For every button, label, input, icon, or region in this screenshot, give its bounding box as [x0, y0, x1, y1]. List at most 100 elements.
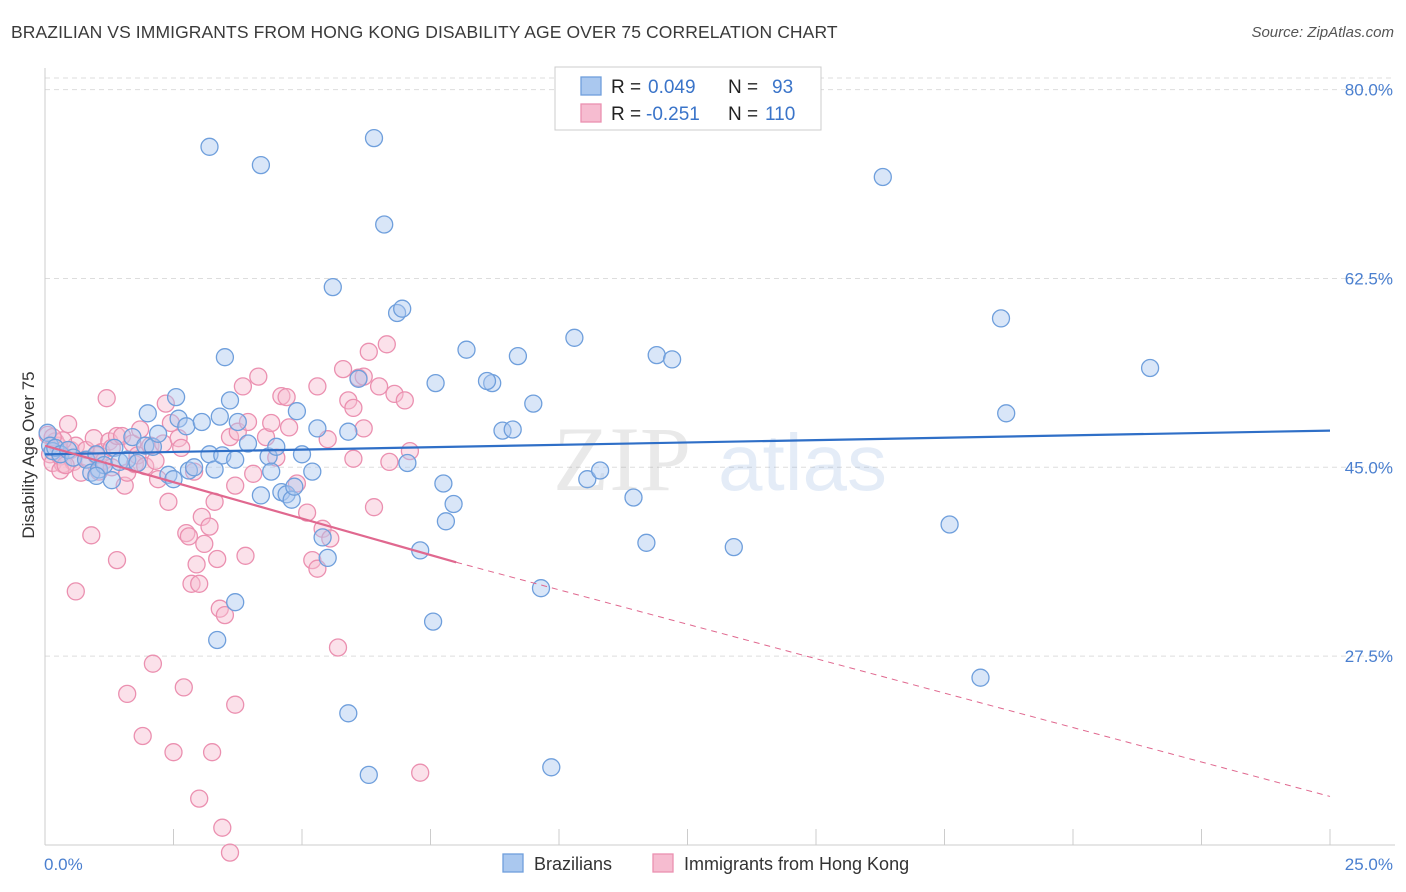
y-tick-label: 62.5% — [1345, 269, 1393, 288]
x-axis-ticks — [44, 829, 1331, 845]
brazilian-point — [524, 394, 543, 413]
legend-swatch-hongkong — [580, 103, 602, 123]
brazilian-point — [136, 436, 155, 455]
source-credit: Source: ZipAtlas.com — [1251, 24, 1394, 41]
brazilian-point — [184, 458, 204, 477]
chart-title: BRAZILIAN VS IMMIGRANTS FROM HONG KONG D… — [11, 22, 838, 42]
axes — [44, 68, 1395, 846]
hongkong-points — [38, 335, 430, 862]
brazilian-point — [277, 485, 296, 504]
brazilians-trend-line — [44, 429, 1331, 456]
hongkong-point — [97, 389, 116, 408]
brazilian-point — [724, 537, 743, 557]
hongkong-point — [159, 492, 178, 511]
x-tick-label-min: 0.0% — [44, 855, 83, 874]
brazilian-point — [148, 424, 168, 443]
hongkong-point — [195, 534, 214, 554]
hongkong-point — [220, 843, 240, 862]
hongkong-point — [244, 464, 263, 483]
legend-n-label-2: N = — [728, 104, 758, 125]
hongkong-point — [213, 818, 232, 837]
hongkong-point — [82, 526, 101, 545]
brazilian-point — [251, 155, 271, 175]
hongkong-point — [279, 418, 299, 437]
hongkong-point — [236, 546, 255, 565]
brazilian-point — [228, 412, 247, 432]
hongkong-point — [133, 726, 152, 746]
brazilian-point — [313, 528, 332, 547]
brazilian-point — [210, 407, 229, 426]
hongkong-point — [380, 452, 399, 472]
hongkong-point — [411, 763, 430, 782]
brazilian-point — [164, 470, 183, 489]
brazilian-point — [226, 450, 245, 469]
hongkong-point — [344, 398, 363, 418]
watermark-zip: ZIP — [553, 408, 691, 510]
hongkong-point — [395, 391, 414, 410]
hongkong-point — [369, 377, 389, 396]
brazilian-point — [637, 533, 656, 552]
brazilian-point — [349, 369, 368, 388]
brazilian-point — [426, 373, 445, 393]
brazilian-point — [359, 765, 378, 785]
brazilian-point — [457, 340, 476, 359]
hongkong-point — [143, 654, 163, 673]
hongkong-point — [377, 335, 396, 354]
hongkong-point — [344, 449, 363, 468]
brazilian-point — [208, 630, 227, 650]
brazilian-point — [215, 348, 235, 367]
brazilian-point — [565, 328, 584, 347]
hongkong-point — [226, 476, 245, 495]
brazilian-point — [477, 371, 497, 391]
brazilian-point — [179, 461, 199, 480]
brazilian-point — [578, 470, 597, 489]
brazilian-point — [991, 309, 1011, 328]
brazilian-point — [177, 417, 196, 436]
hongkong-point — [174, 678, 193, 697]
legend-r-value-2: -0.251 — [646, 104, 700, 125]
brazilian-point — [393, 299, 412, 318]
trend-lines — [44, 429, 1331, 797]
hongkong-point — [303, 550, 322, 570]
brazilian-point — [102, 471, 121, 490]
watermark-atlas: atlas — [718, 418, 887, 507]
brazilian-point — [323, 277, 342, 297]
brazilian-point — [940, 515, 959, 534]
hongkong-point — [354, 419, 373, 438]
brazilian-point — [200, 137, 219, 156]
hongkong-point — [208, 549, 227, 569]
brazilian-point — [226, 593, 245, 612]
legend-swatch-brazilians — [580, 76, 602, 96]
brazilian-point — [303, 462, 322, 481]
brazilian-point — [123, 427, 142, 447]
brazilian-point — [169, 409, 188, 428]
hongkong-point — [359, 342, 378, 361]
stats-legend: R = 0.049 N = 93 R = -0.251 N = 110 — [554, 66, 822, 131]
hongkong-point — [308, 377, 327, 396]
brazilian-point — [590, 461, 610, 480]
brazilian-point — [873, 167, 892, 187]
hongkong-point — [249, 367, 268, 386]
brazilian-point — [220, 391, 240, 410]
hongkong-trend-line — [44, 444, 457, 564]
hongkong-point — [177, 523, 196, 543]
brazilian-point — [128, 453, 147, 473]
brazilian-point — [292, 445, 312, 464]
brazilian-point — [251, 486, 271, 505]
brazilian-points — [38, 128, 1160, 785]
brazilian-point — [503, 420, 522, 439]
hongkong-point — [164, 743, 183, 762]
hongkong-point — [238, 412, 258, 432]
brazilian-point — [531, 579, 551, 598]
brazilian-point — [997, 404, 1016, 423]
hongkong-point — [233, 377, 253, 396]
legend-n-label-1: N = — [728, 77, 758, 98]
legend-r-value-1: 0.049 — [648, 77, 696, 98]
hongkong-point — [66, 582, 85, 601]
brazilian-point — [166, 387, 186, 407]
brazilian-point — [436, 512, 456, 531]
y-tick-labels: 27.5% 45.0% 62.5% 80.0% — [1345, 81, 1393, 667]
grid-lines — [45, 77, 1395, 657]
y-tick-label: 80.0% — [1345, 81, 1393, 100]
